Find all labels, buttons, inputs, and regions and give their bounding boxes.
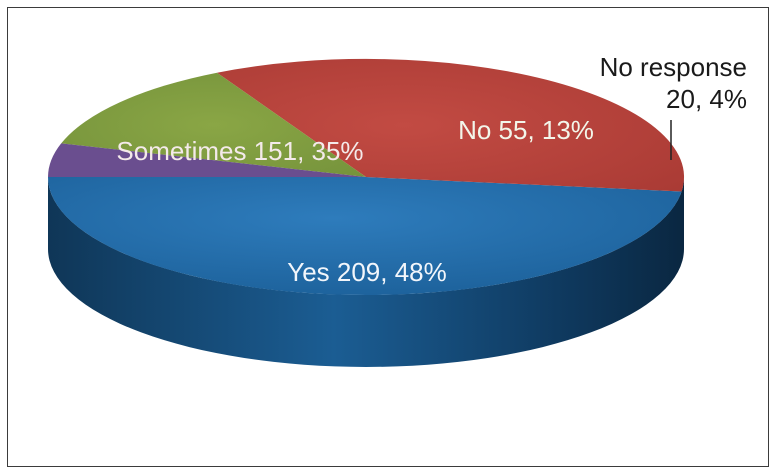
label-no-response-line1: No response	[600, 52, 747, 82]
label-no: No 55, 13%	[458, 115, 594, 145]
pie-side-wall	[48, 177, 684, 367]
pie-slice-no-response	[48, 143, 366, 177]
label-yes: Yes 209, 48%	[287, 257, 447, 287]
label-no-response-line2: 20, 4%	[666, 84, 747, 114]
pie-slice-yes	[47, 177, 682, 296]
pie-slice-sometimes	[217, 58, 685, 192]
label-sometimes: Sometimes 151, 35%	[116, 136, 363, 166]
pie-slice-no	[61, 72, 366, 177]
